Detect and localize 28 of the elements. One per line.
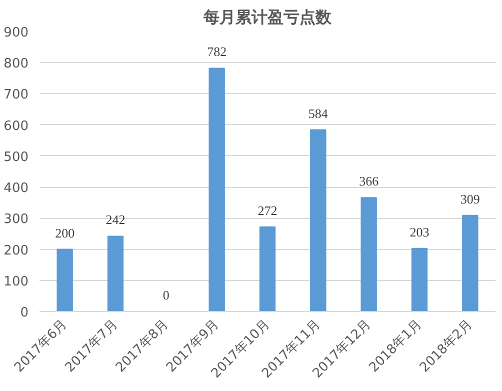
y-tick-label: 800 [4,56,29,72]
y-tick-label: 100 [4,274,29,290]
bar [310,129,326,312]
bar [259,226,276,312]
y-tick-label: 0 [20,306,29,320]
data-label: 272 [258,202,278,218]
bar [411,248,428,312]
chart-title: 每月累计盈亏点数 [202,8,332,26]
data-label: 242 [106,212,126,228]
data-label: 782 [207,44,227,60]
y-tick-label: 600 [4,118,29,134]
bar [208,68,225,312]
data-label: 203 [410,224,430,240]
y-tick-label: 700 [4,88,29,103]
data-label: 309 [460,191,480,206]
data-label: 200 [55,225,75,240]
bar [462,214,478,312]
data-label: 366 [359,174,380,189]
bar [360,197,377,312]
data-label: 0 [162,288,170,302]
bar [56,248,73,312]
data-label: 584 [308,106,328,121]
y-tick-label: 300 [4,212,29,228]
y-tick-label: 500 [4,150,29,165]
y-tick-label: 400 [4,181,29,196]
y-tick-label: 200 [4,243,29,258]
y-tick-label: 900 [4,26,29,40]
bar [107,236,124,312]
